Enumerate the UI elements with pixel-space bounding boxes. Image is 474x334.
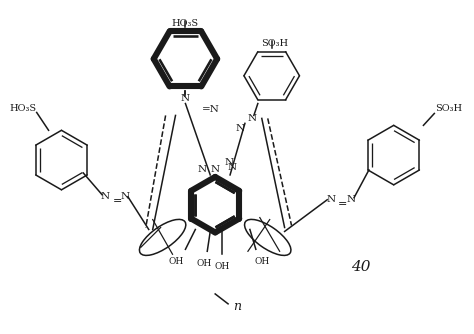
Text: N: N xyxy=(327,195,336,204)
Text: =N: =N xyxy=(202,105,220,114)
Text: SO₃H: SO₃H xyxy=(435,104,463,113)
Text: N: N xyxy=(181,94,190,103)
Text: OH: OH xyxy=(169,257,184,266)
Text: 40: 40 xyxy=(351,260,371,274)
Text: N: N xyxy=(228,163,237,171)
Text: OH: OH xyxy=(215,262,230,271)
Text: N: N xyxy=(346,195,356,204)
Text: N: N xyxy=(120,192,129,201)
Text: N: N xyxy=(100,192,109,201)
Text: SO₃H: SO₃H xyxy=(261,39,288,48)
Text: n: n xyxy=(233,300,241,313)
Text: N: N xyxy=(210,165,220,174)
Text: =: = xyxy=(337,199,347,209)
Text: OH: OH xyxy=(254,257,269,266)
Text: HO₃S: HO₃S xyxy=(172,19,199,28)
Text: HO₃S: HO₃S xyxy=(10,104,37,113)
Text: =: = xyxy=(112,196,122,206)
Text: N: N xyxy=(197,165,206,174)
Text: N: N xyxy=(236,124,245,133)
Text: N: N xyxy=(224,158,233,167)
Text: OH: OH xyxy=(197,259,212,268)
Text: N: N xyxy=(247,114,256,123)
